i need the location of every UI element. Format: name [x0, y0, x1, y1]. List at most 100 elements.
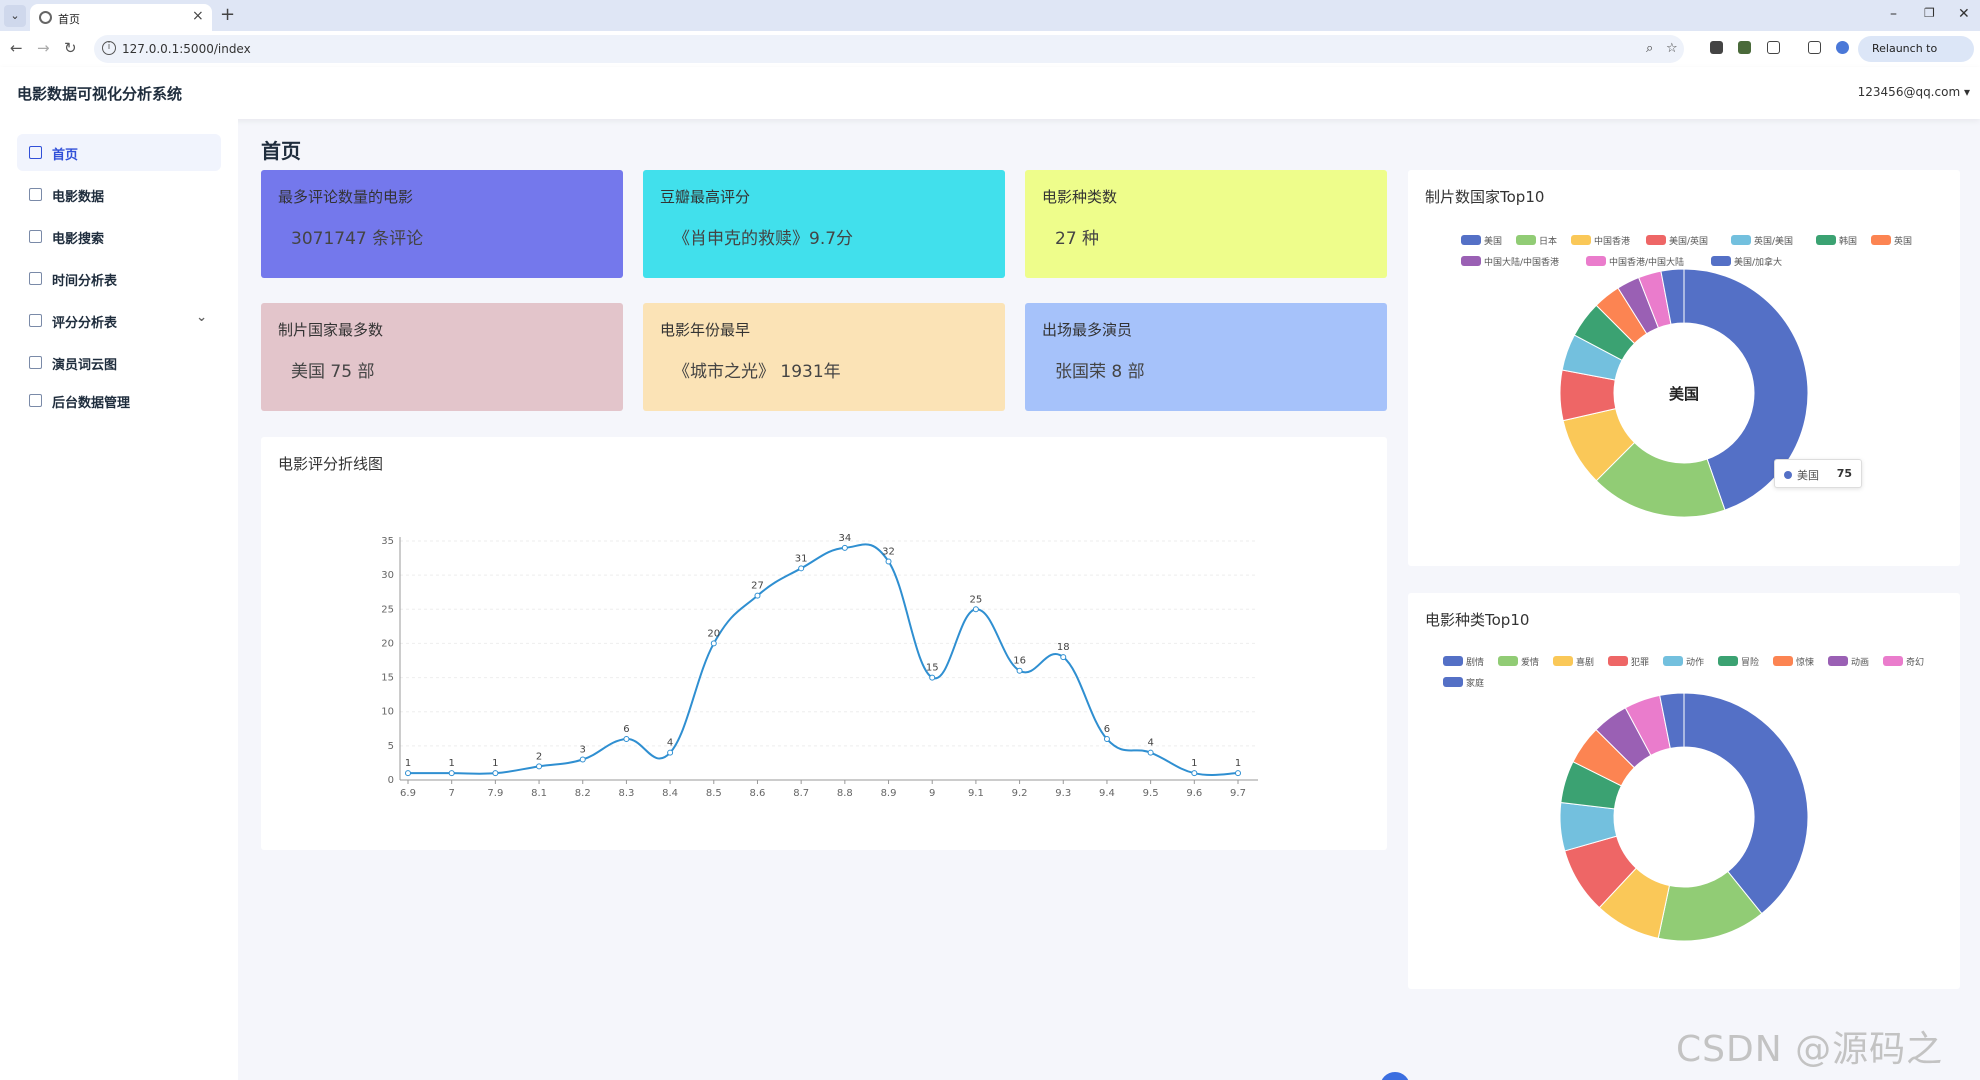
legend-swatch — [1883, 656, 1903, 666]
user-menu[interactable]: 123456@qq.com ▾ — [1858, 85, 1970, 99]
panel-title: 制片数国家Top10 — [1425, 188, 1545, 206]
pie-center-label: 美国 — [1669, 385, 1699, 403]
legend-label: 日本 — [1539, 237, 1558, 247]
sidebar-item-home[interactable]: 首页 — [17, 134, 221, 171]
legend-swatch — [1498, 656, 1518, 666]
x-tick-label: 8.9 — [881, 788, 897, 799]
sidebar-item-score-analysis[interactable]: 评分分析表 ⌄ — [17, 302, 221, 339]
pie-slice — [1683, 268, 1809, 511]
sidepanel-icon[interactable] — [1808, 41, 1821, 54]
sidebar-item-label: 时间分析表 — [52, 274, 118, 289]
chevron-down-icon: ⌄ — [196, 310, 207, 325]
minimize-icon[interactable]: – — [1890, 6, 1897, 22]
relaunch-button[interactable]: Relaunch to update ⋮ — [1858, 36, 1974, 81]
x-tick-label: 9.2 — [1012, 788, 1028, 799]
data-label: 15 — [926, 663, 939, 674]
address-bar: ← → ↻ i 127.0.0.1:5000/index ⌕ ☆ Relaunc… — [0, 31, 1980, 81]
legend-label: 冒险 — [1741, 658, 1760, 668]
legend-swatch — [1711, 256, 1731, 266]
reload-icon[interactable]: ↻ — [64, 39, 77, 57]
legend-swatch — [1586, 256, 1606, 266]
data-point — [710, 640, 717, 647]
close-window-icon[interactable]: ✕ — [1958, 6, 1970, 22]
y-tick-label: 0 — [388, 775, 394, 786]
data-label: 3 — [580, 745, 586, 756]
sidebar-item-actor-wordcloud[interactable]: 演员词云图 — [17, 344, 221, 381]
brand-title[interactable]: 电影数据可视化分析系统 — [17, 85, 183, 103]
tab-list-button[interactable]: ⌄ — [4, 5, 26, 27]
bar-chart-icon — [29, 314, 42, 327]
country-donut-chart[interactable]: 美国 — [1408, 170, 1960, 566]
page-title: 首页 — [261, 139, 301, 163]
profile-icon[interactable] — [1836, 41, 1849, 54]
sidebar-item-movie-search[interactable]: 电影搜索 — [17, 218, 221, 255]
legend-swatch — [1608, 656, 1628, 666]
tooltip-value: 75 — [1836, 467, 1852, 480]
data-point — [798, 565, 805, 572]
star-icon[interactable]: ☆ — [1666, 41, 1678, 56]
stat-card-title: 电影年份最早 — [660, 321, 751, 339]
x-tick-label: 7 — [448, 788, 454, 799]
x-tick-label: 6.9 — [400, 788, 416, 799]
country-pie-panel: 制片数国家Top10 美国 日本 中国香港 美国/英国 英国/美国 韩国 英国 中国大陆/中国… — [1408, 170, 1960, 566]
legend-swatch — [1461, 235, 1481, 245]
sidebar-item-admin[interactable]: 后台数据管理 — [17, 382, 221, 419]
sidebar-item-label: 电影搜索 — [52, 232, 105, 247]
pie-slice — [1683, 692, 1809, 915]
list-icon — [29, 356, 42, 369]
stat-card-value: 《城市之光》 1931年 — [673, 362, 841, 382]
legend-label: 动画 — [1851, 658, 1870, 668]
data-label: 4 — [1147, 738, 1153, 749]
puzzle-icon[interactable] — [1767, 41, 1780, 54]
list-icon — [29, 272, 42, 285]
browser-tab[interactable]: 首页 × — [30, 4, 212, 31]
x-tick-label: 8.2 — [575, 788, 591, 799]
x-tick-label: 8.6 — [750, 788, 766, 799]
data-label: 1 — [492, 758, 498, 769]
legend-label: 美国/加拿大 — [1734, 258, 1783, 268]
sidebar-item-label: 电影数据 — [52, 190, 105, 205]
url-field[interactable]: i 127.0.0.1:5000/index ⌕ ☆ — [94, 35, 1684, 63]
legend-label: 奇幻 — [1906, 658, 1925, 668]
data-label: 4 — [667, 738, 673, 749]
legend-swatch — [1443, 677, 1463, 687]
x-tick-label: 8.3 — [618, 788, 634, 799]
data-label: 16 — [1013, 656, 1026, 667]
sidebar-item-time-analysis[interactable]: 时间分析表 — [17, 260, 221, 297]
stat-card-title: 电影种类数 — [1042, 188, 1118, 206]
data-label: 31 — [795, 553, 808, 564]
back-to-top-button[interactable] — [1380, 1072, 1410, 1080]
rating-line-chart[interactable]: 0 5 10 15 20 25 30 35 6.9 7 7.9 8.1 8.2 8.3 8.4 8.5 8.6 8… — [261, 437, 1387, 850]
data-label: 6 — [1104, 724, 1110, 735]
y-tick-label: 20 — [381, 638, 394, 649]
new-tab-button[interactable]: + — [220, 4, 236, 25]
x-tick-label: 7.9 — [487, 788, 503, 799]
zoom-icon[interactable]: ⌕ — [1646, 41, 1654, 56]
forward-icon[interactable]: → — [37, 39, 50, 57]
data-label: 1 — [1191, 758, 1197, 769]
x-tick-label: 9.1 — [968, 788, 984, 799]
back-icon[interactable]: ← — [10, 39, 23, 57]
table-icon — [29, 188, 42, 201]
data-label: 27 — [751, 581, 764, 592]
legend-swatch — [1816, 235, 1836, 245]
data-point — [929, 674, 936, 681]
x-tick-label: 8.7 — [793, 788, 809, 799]
extension-icon[interactable] — [1738, 41, 1751, 54]
legend-label: 英国 — [1894, 237, 1913, 247]
x-tick-label: 9.4 — [1099, 788, 1115, 799]
legend-label: 喜剧 — [1576, 658, 1595, 668]
close-icon[interactable]: × — [192, 8, 204, 24]
stat-card-value: 美国 75 部 — [291, 362, 375, 382]
genre-legend: 剧情 爱情 喜剧 犯罪 动作 冒险 惊悚 动画 奇幻 家庭 — [1408, 593, 1960, 693]
app-header: 电影数据可视化分析系统 123456@qq.com ▾ — [0, 67, 1980, 119]
info-icon[interactable]: i — [102, 41, 116, 55]
extension-icon[interactable] — [1710, 41, 1723, 54]
data-point — [405, 770, 411, 777]
restore-icon[interactable]: ❐ — [1924, 6, 1935, 20]
stat-card-value: 《肖申克的救赎》9.7分 — [673, 229, 854, 249]
list-icon — [29, 394, 42, 407]
sidebar-item-movie-data[interactable]: 电影数据 — [17, 176, 221, 213]
genre-donut-chart[interactable] — [1408, 593, 1960, 989]
data-point — [492, 770, 499, 777]
